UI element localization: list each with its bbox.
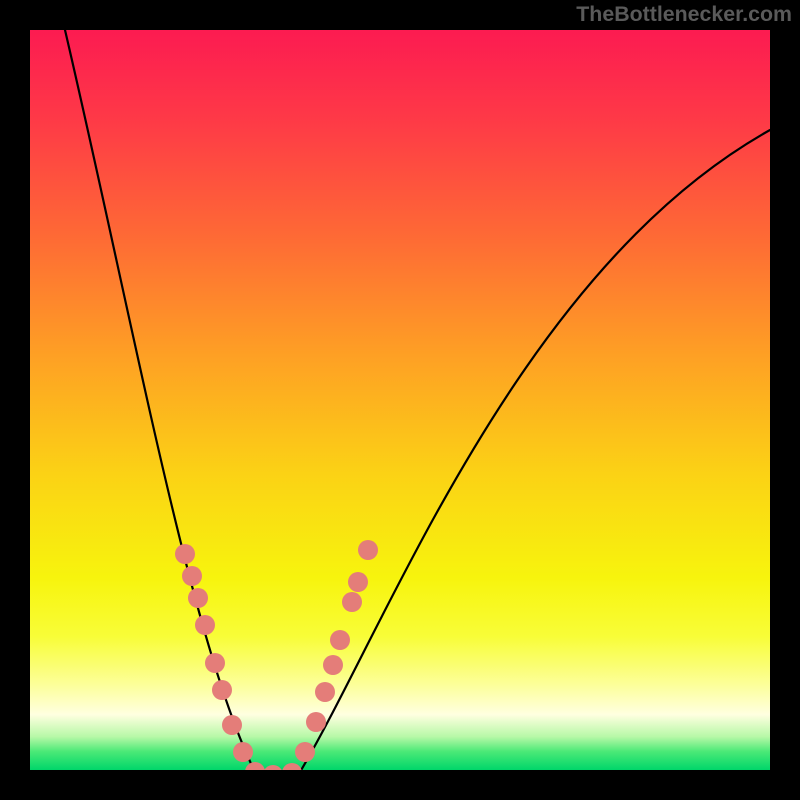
curve-marker xyxy=(195,615,215,635)
chart-svg xyxy=(0,0,800,800)
curve-marker xyxy=(358,540,378,560)
curve-marker xyxy=(295,742,315,762)
curve-marker xyxy=(330,630,350,650)
curve-marker xyxy=(323,655,343,675)
curve-marker xyxy=(212,680,232,700)
frame-border xyxy=(0,0,30,800)
curve-marker xyxy=(222,715,242,735)
curve-marker xyxy=(315,682,335,702)
curve-marker xyxy=(306,712,326,732)
curve-marker xyxy=(348,572,368,592)
curve-marker xyxy=(233,742,253,762)
plot-background xyxy=(30,30,770,770)
curve-marker xyxy=(205,653,225,673)
frame-border xyxy=(770,0,800,800)
curve-marker xyxy=(342,592,362,612)
watermark-text: TheBottlenecker.com xyxy=(576,2,792,27)
curve-marker xyxy=(182,566,202,586)
frame-border xyxy=(0,770,800,800)
curve-marker xyxy=(188,588,208,608)
chart-stage: TheBottlenecker.com xyxy=(0,0,800,800)
curve-marker xyxy=(175,544,195,564)
